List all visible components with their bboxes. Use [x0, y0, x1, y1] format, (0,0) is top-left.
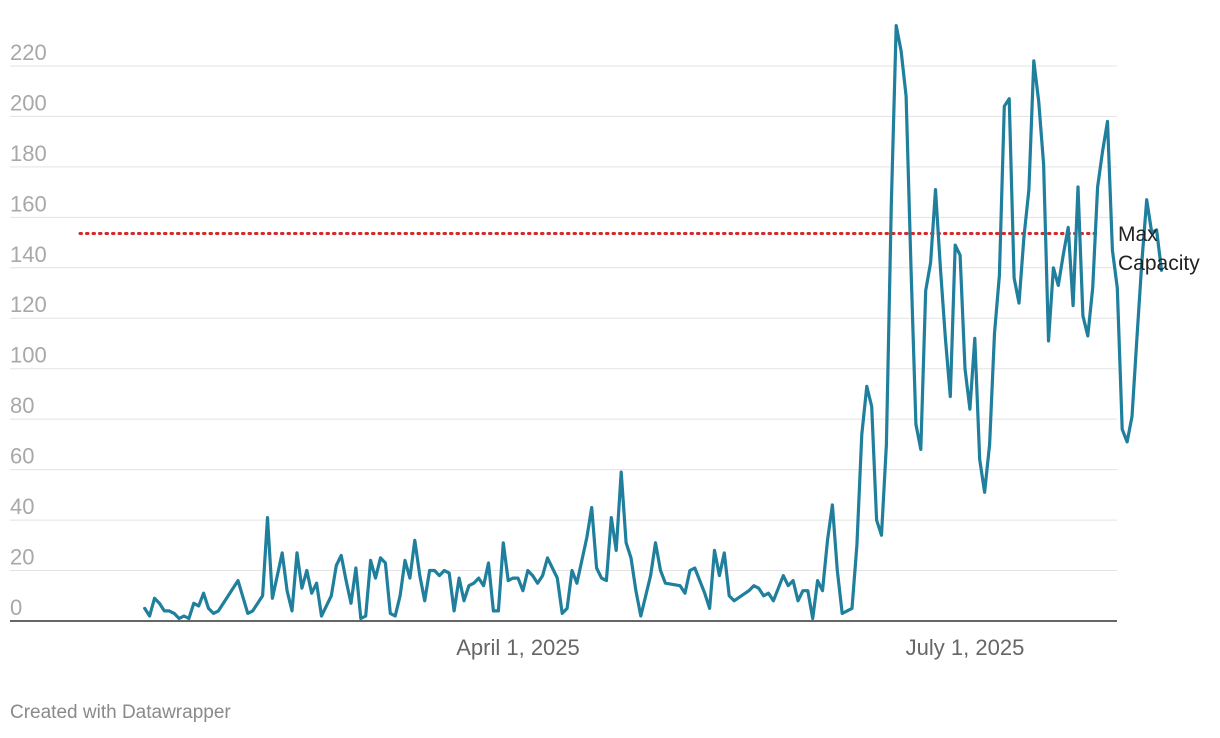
y-tick-label-140: 140 — [10, 242, 47, 267]
y-tick-label-120: 120 — [10, 292, 47, 317]
y-tick-label-40: 40 — [10, 494, 34, 519]
y-tick-label-220: 220 — [10, 40, 47, 65]
max-capacity-label-line1: Max — [1118, 223, 1158, 246]
line-chart: 0 20 40 60 80 100 120 140 160 180 200 220 April 1, … — [10, 24, 1200, 660]
y-tick-label-20: 20 — [10, 545, 34, 570]
y-tick-label-160: 160 — [10, 191, 47, 216]
y-tick-label-180: 180 — [10, 141, 47, 166]
x-axis-ticks: April 1, 2025 July 1, 2025 — [456, 635, 1024, 660]
x-tick-label-2: July 1, 2025 — [906, 635, 1025, 660]
max-capacity-label-line2: Capacity — [1118, 252, 1200, 275]
gridlines — [10, 65, 1117, 572]
y-tick-label-60: 60 — [10, 444, 34, 469]
y-tick-label-100: 100 — [10, 343, 47, 368]
series-line — [143, 24, 1164, 621]
credit-text: Created with Datawrapper — [10, 702, 231, 723]
y-tick-label-0: 0 — [10, 595, 22, 620]
y-tick-label-80: 80 — [10, 393, 34, 418]
y-tick-label-200: 200 — [10, 90, 47, 115]
y-axis-ticks: 0 20 40 60 80 100 120 140 160 180 200 220 — [10, 40, 47, 620]
x-tick-label-1: April 1, 2025 — [456, 635, 580, 660]
